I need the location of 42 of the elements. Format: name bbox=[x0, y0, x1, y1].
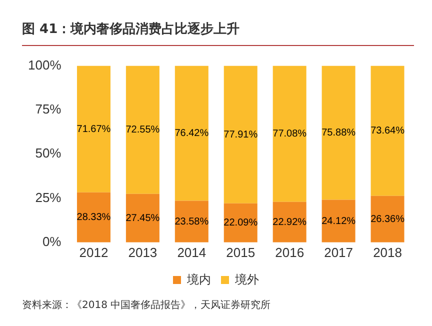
data-label: 72.55% bbox=[126, 124, 160, 136]
bar bbox=[370, 196, 404, 242]
data-label: 75.88% bbox=[322, 128, 356, 139]
bar bbox=[174, 66, 208, 201]
x-tick-label: 2014 bbox=[177, 244, 206, 260]
x-tick-label: 2018 bbox=[373, 244, 402, 260]
bar bbox=[370, 66, 404, 196]
chart-title: 图 41：境内奢侈品消费占比逐步上升 bbox=[22, 20, 240, 38]
y-tick-label: 100% bbox=[28, 57, 62, 72]
bar bbox=[126, 66, 160, 194]
data-label: 24.12% bbox=[322, 216, 356, 227]
legend-label: 境内 bbox=[186, 272, 211, 286]
bar bbox=[76, 66, 110, 192]
data-label: 73.64% bbox=[370, 126, 405, 137]
y-tick-label: 25% bbox=[35, 190, 62, 205]
bar bbox=[322, 200, 356, 242]
data-label: 77.91% bbox=[224, 129, 258, 140]
data-label: 76.42% bbox=[174, 128, 209, 140]
y-tick-label: 0% bbox=[42, 234, 62, 249]
x-tick-label: 2016 bbox=[275, 244, 304, 260]
x-tick-label: 2012 bbox=[79, 244, 108, 260]
data-label: 77.08% bbox=[272, 128, 307, 140]
legend-label: 境外 bbox=[234, 272, 259, 286]
data-label: 28.33% bbox=[76, 212, 111, 224]
bar bbox=[272, 66, 306, 202]
bar bbox=[126, 194, 160, 242]
data-label: 71.67% bbox=[76, 124, 111, 135]
data-label: 22.92% bbox=[272, 216, 307, 228]
bar bbox=[224, 66, 258, 204]
data-label: 26.36% bbox=[370, 214, 405, 225]
x-tick-label: 2013 bbox=[128, 244, 158, 260]
x-tick-label: 2015 bbox=[226, 244, 256, 260]
data-label: 27.45% bbox=[126, 212, 160, 224]
bar bbox=[322, 66, 356, 200]
bar bbox=[272, 202, 306, 242]
bar bbox=[76, 192, 110, 242]
data-label: 22.09% bbox=[224, 218, 258, 229]
x-tick-label: 2017 bbox=[324, 244, 354, 260]
y-tick-label: 75% bbox=[35, 102, 62, 117]
data-label: 23.58% bbox=[174, 216, 209, 228]
text: 资料来源：《2018 中国奢侈品报告》，天风证券研究所 bbox=[22, 298, 271, 312]
y-tick-label: 50% bbox=[35, 146, 62, 161]
